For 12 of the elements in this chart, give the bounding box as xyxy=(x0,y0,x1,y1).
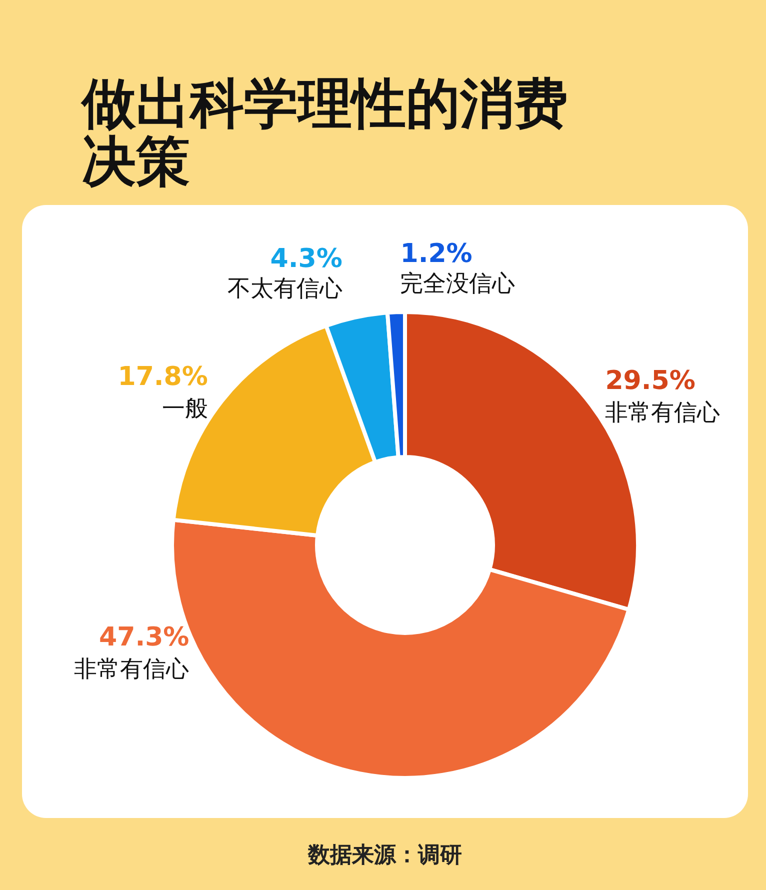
source-note: 数据来源：调研 xyxy=(307,843,462,868)
data-label: 17.8% xyxy=(118,362,208,392)
data-label: 47.3% xyxy=(99,622,190,652)
slice-label: 完全没信心 xyxy=(400,271,516,298)
slice-label: 一般 xyxy=(162,396,208,422)
data-label: 29.5% xyxy=(605,366,696,396)
chart-title: 做出科学理性的消费决策 xyxy=(80,72,568,193)
slice-label: 不太有信心 xyxy=(227,276,342,302)
data-label: 1.2% xyxy=(400,239,472,270)
slice-label: 非常有信心 xyxy=(605,400,720,426)
slice-label: 非常有信心 xyxy=(74,656,190,682)
data-label: 4.3% xyxy=(270,244,342,274)
